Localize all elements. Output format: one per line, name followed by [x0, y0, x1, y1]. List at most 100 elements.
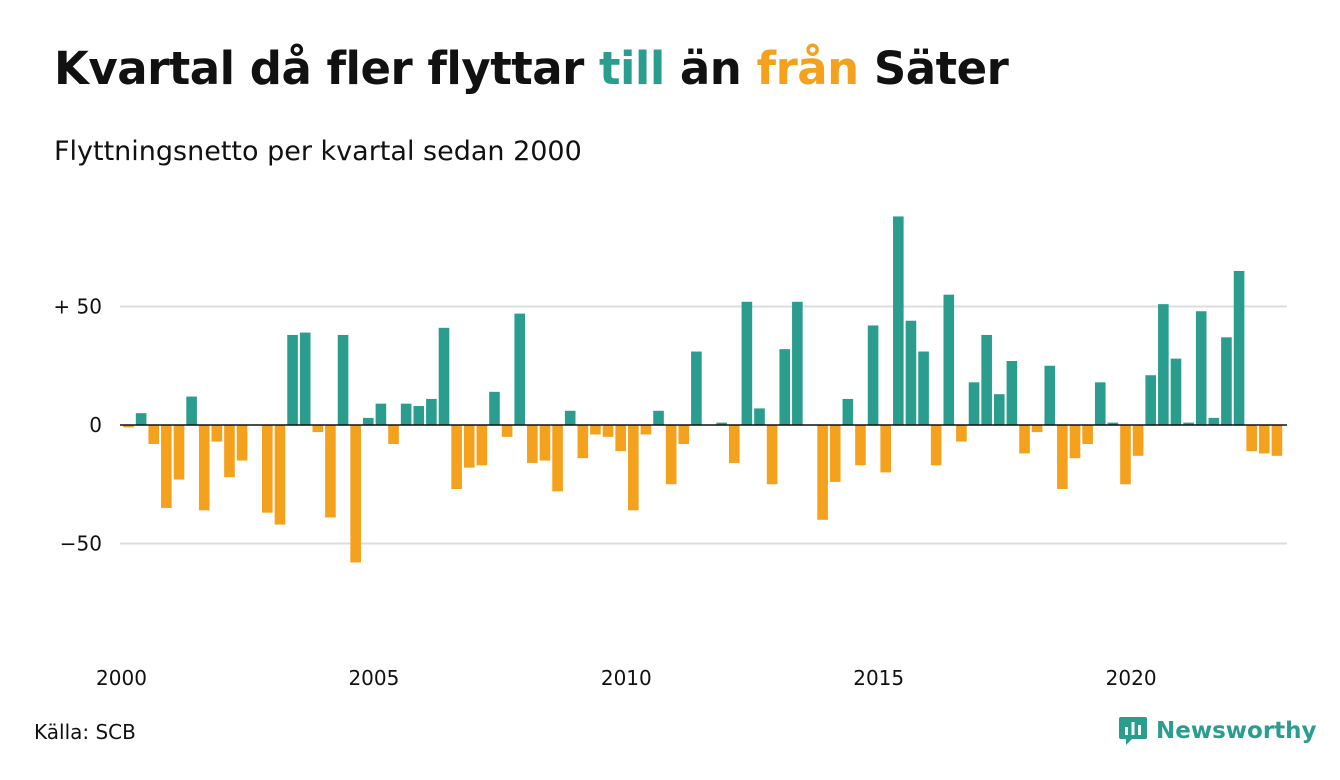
bar — [274, 425, 286, 525]
bar — [880, 425, 891, 473]
bar — [262, 425, 273, 513]
bar — [1132, 425, 1144, 456]
bar — [148, 425, 160, 444]
bar — [527, 425, 538, 463]
bar — [1208, 417, 1220, 425]
bar — [211, 425, 223, 442]
bar — [489, 391, 500, 425]
bar — [1069, 425, 1081, 459]
chart-subtitle: Flyttningsnetto per kvartal sedan 2000 — [54, 136, 582, 167]
bar — [817, 425, 828, 520]
brand-name: Newsworthy — [1156, 718, 1317, 744]
bar — [476, 425, 488, 466]
bar — [981, 334, 992, 425]
title-word-in: till — [598, 42, 665, 95]
title-text-1: Kvartal då fler flyttar — [54, 42, 599, 95]
bar — [198, 425, 210, 511]
title-text-2: än — [664, 42, 757, 95]
bar — [135, 413, 147, 425]
bar — [552, 425, 563, 492]
bar — [514, 313, 526, 425]
bar — [287, 334, 298, 425]
gridlines — [120, 305, 1287, 545]
bar — [893, 216, 904, 425]
bar — [224, 425, 235, 478]
bar — [968, 382, 980, 425]
bar — [1044, 365, 1056, 425]
bar — [691, 351, 702, 425]
bar — [615, 425, 626, 452]
bars — [123, 216, 1283, 563]
bar — [716, 422, 727, 425]
bar — [1057, 425, 1068, 489]
bar — [590, 425, 601, 435]
bar — [1246, 425, 1257, 452]
title-text-3: Säter — [858, 42, 1009, 95]
source-note: Källa: SCB — [34, 720, 136, 744]
bar — [855, 425, 866, 466]
chart-title: Kvartal då fler flyttar till än från Sät… — [54, 42, 1009, 95]
x-tick-label: 2000 — [96, 666, 147, 690]
bar — [842, 398, 854, 425]
bar — [943, 294, 955, 425]
bar — [463, 425, 475, 468]
bar — [1221, 337, 1232, 425]
bar — [388, 425, 399, 444]
bar — [1195, 311, 1207, 425]
bar — [299, 332, 311, 425]
bar — [186, 396, 197, 425]
bar — [678, 425, 690, 444]
bar — [741, 301, 753, 425]
bar — [956, 425, 967, 442]
bar — [918, 351, 929, 425]
bar — [1082, 425, 1093, 444]
bar — [312, 425, 324, 433]
bar — [400, 403, 412, 425]
bar — [501, 425, 513, 437]
bar — [413, 406, 425, 425]
bar — [1019, 425, 1030, 454]
bar — [539, 425, 551, 461]
bar — [1145, 375, 1157, 425]
bar — [123, 425, 134, 428]
bar — [754, 408, 765, 425]
bar — [438, 327, 450, 425]
bar — [602, 425, 614, 437]
bar — [1259, 425, 1270, 454]
bar — [451, 425, 462, 489]
bar — [829, 425, 841, 482]
bar — [867, 325, 879, 425]
bar — [930, 425, 942, 466]
bar — [161, 425, 172, 508]
brand-logo: Newsworthy — [1118, 714, 1317, 748]
bar — [362, 417, 374, 425]
bar — [1170, 358, 1182, 425]
bar — [766, 425, 778, 485]
bar — [779, 349, 791, 425]
bar — [577, 425, 589, 459]
bar — [375, 403, 387, 425]
y-tick-label: 0 — [89, 413, 102, 437]
y-tick-label: −50 — [60, 532, 102, 556]
bar — [1120, 425, 1131, 485]
bar — [993, 394, 1005, 425]
y-tick-label: + 50 — [53, 295, 102, 319]
newsworthy-logo-icon — [1119, 717, 1147, 745]
bar — [640, 425, 652, 435]
bar — [236, 425, 248, 461]
bar — [350, 425, 361, 563]
title-word-out: från — [756, 42, 860, 95]
bar — [653, 410, 664, 425]
bar — [1233, 270, 1245, 425]
bar — [728, 425, 740, 463]
bar — [173, 425, 185, 480]
x-tick-label: 2015 — [853, 666, 904, 690]
bar — [325, 425, 336, 518]
bar — [1107, 422, 1119, 425]
x-tick-label: 2005 — [348, 666, 399, 690]
axes: + 50 0 −50 2000 2005 2010 2015 2020 — [53, 295, 1287, 690]
bar — [905, 320, 917, 425]
x-tick-label: 2020 — [1106, 666, 1157, 690]
bar — [1183, 422, 1194, 425]
bar — [337, 334, 349, 425]
